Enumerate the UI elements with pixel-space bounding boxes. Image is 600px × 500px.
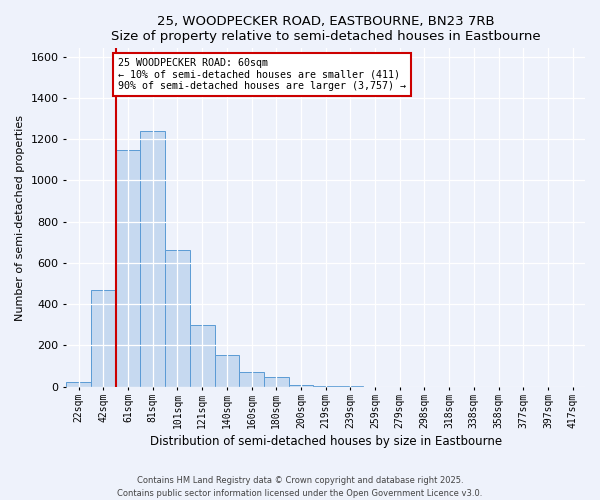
Bar — [264, 378, 289, 387]
Bar — [239, 372, 264, 387]
Bar — [91, 290, 116, 387]
Bar — [67, 382, 91, 387]
Text: Contains HM Land Registry data © Crown copyright and database right 2025.
Contai: Contains HM Land Registry data © Crown c… — [118, 476, 482, 498]
Bar — [140, 131, 165, 387]
Bar — [313, 386, 338, 387]
Bar — [165, 250, 190, 387]
Bar — [116, 150, 140, 387]
Bar — [289, 384, 313, 387]
Bar — [190, 325, 215, 387]
Title: 25, WOODPECKER ROAD, EASTBOURNE, BN23 7RB
Size of property relative to semi-deta: 25, WOODPECKER ROAD, EASTBOURNE, BN23 7R… — [111, 15, 541, 43]
X-axis label: Distribution of semi-detached houses by size in Eastbourne: Distribution of semi-detached houses by … — [149, 434, 502, 448]
Bar — [215, 355, 239, 387]
Text: 25 WOODPECKER ROAD: 60sqm
← 10% of semi-detached houses are smaller (411)
90% of: 25 WOODPECKER ROAD: 60sqm ← 10% of semi-… — [118, 58, 406, 91]
Y-axis label: Number of semi-detached properties: Number of semi-detached properties — [15, 114, 25, 320]
